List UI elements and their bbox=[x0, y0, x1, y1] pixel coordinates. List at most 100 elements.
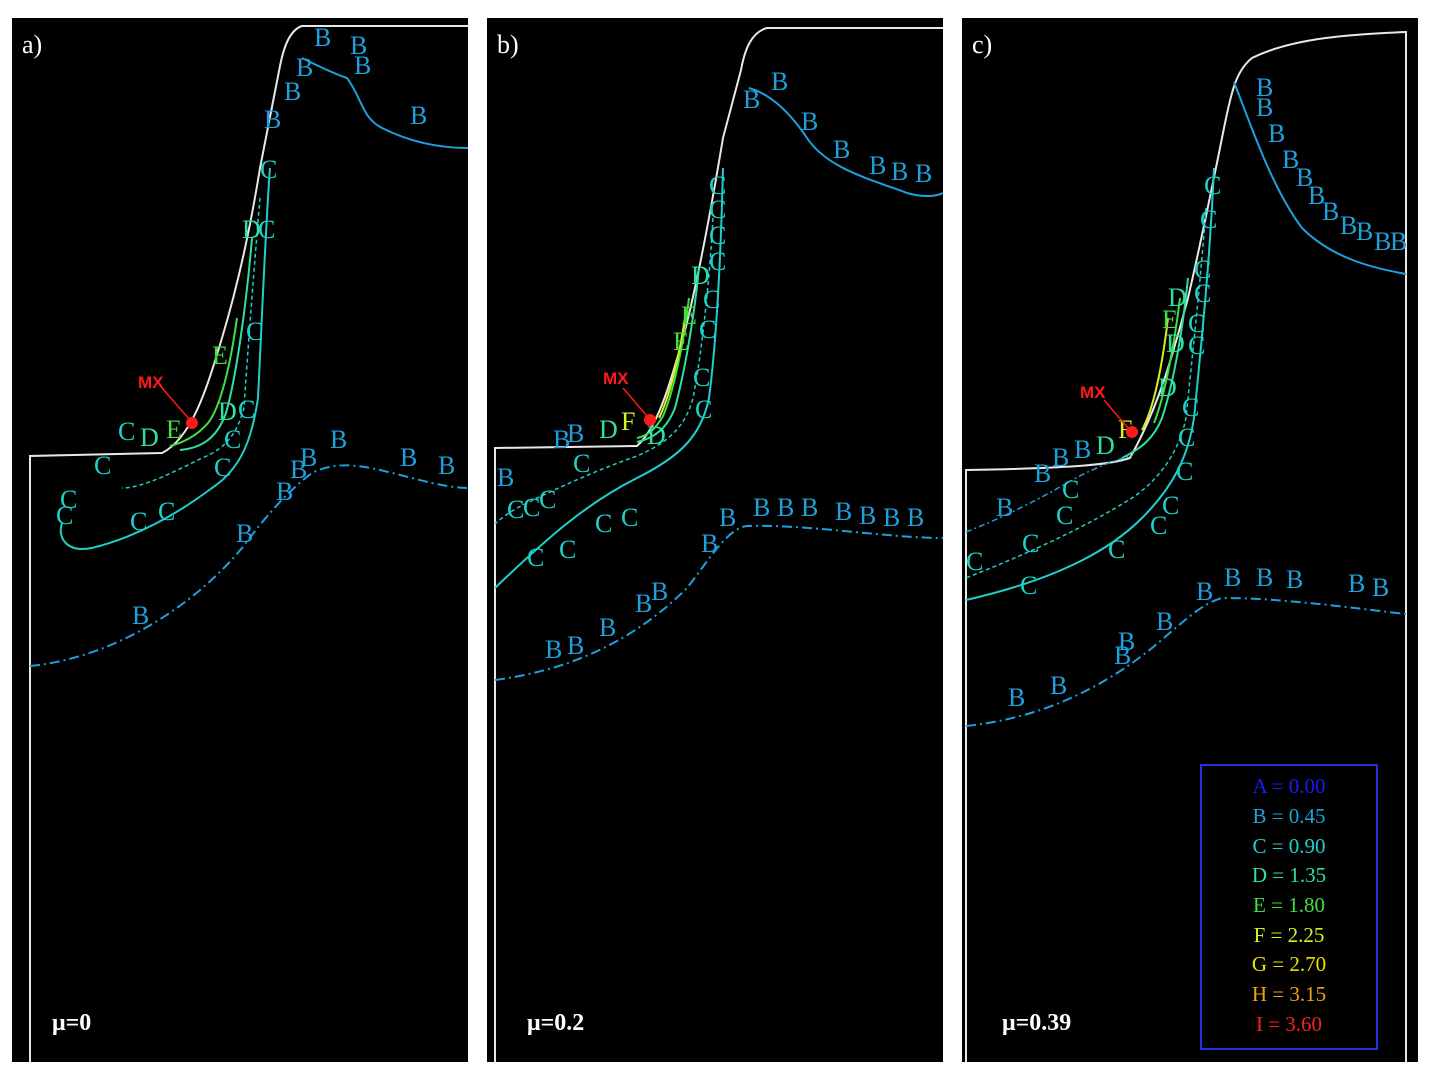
contour-line-b-top bbox=[301, 57, 468, 149]
contour-label-c: C bbox=[527, 543, 544, 572]
max-marker-leader bbox=[1103, 399, 1129, 429]
max-marker-label: MX bbox=[603, 369, 629, 388]
panel-label: b) bbox=[497, 30, 519, 59]
contour-label-c: C bbox=[539, 485, 556, 514]
contour-label-b: B bbox=[777, 493, 794, 522]
panel-label: c) bbox=[972, 30, 993, 59]
contour-label-b: B bbox=[236, 519, 253, 548]
panel-label: a) bbox=[22, 30, 43, 59]
contour-label-b: B bbox=[1340, 211, 1357, 240]
contour-label-c: C bbox=[1162, 491, 1179, 520]
contour-label-b: B bbox=[1322, 197, 1339, 226]
contour-label-b: B bbox=[1118, 627, 1135, 656]
legend-entry-h: H = 3.15 bbox=[1251, 982, 1327, 1006]
panel-a: B B B B B B B C D C C E D C C D E C C C … bbox=[12, 18, 468, 1062]
contour-label-e: E bbox=[166, 415, 182, 444]
contour-label-c: C bbox=[695, 395, 712, 424]
contour-label-b: B bbox=[438, 451, 455, 480]
contour-label-b: B bbox=[1196, 577, 1213, 606]
contour-label-b: B bbox=[1256, 93, 1273, 122]
contour-label-b: B bbox=[1372, 573, 1389, 602]
contour-label-c: C bbox=[595, 509, 612, 538]
contour-label-e: E bbox=[681, 301, 697, 330]
panel-b: B B B B B B B C C C C D C E C E C C B B … bbox=[487, 18, 943, 1062]
contour-label-c: C bbox=[1150, 511, 1167, 540]
contour-line-d bbox=[1121, 277, 1189, 459]
max-marker-dot bbox=[1126, 426, 1138, 438]
contour-label-b: B bbox=[801, 107, 818, 136]
contour-label-b: B bbox=[497, 463, 514, 492]
max-marker-dot bbox=[644, 414, 656, 426]
contour-label-c: C bbox=[1176, 457, 1193, 486]
contour-label-b: B bbox=[1348, 569, 1365, 598]
contour-label-b: B bbox=[1286, 565, 1303, 594]
contour-line-b-top bbox=[1233, 81, 1407, 275]
contour-label-b: B bbox=[276, 477, 293, 506]
friction-coefficient-label: μ=0 bbox=[52, 1010, 92, 1036]
contour-label-b: B bbox=[1156, 607, 1173, 636]
contour-label-d: D bbox=[140, 423, 159, 452]
contour-label-c: C bbox=[1194, 279, 1211, 308]
contour-label-b: B bbox=[651, 577, 668, 606]
contour-label-c: C bbox=[507, 495, 524, 524]
contour-label-b: B bbox=[1296, 163, 1313, 192]
contour-label-d: D bbox=[242, 215, 261, 244]
contour-label-b: B bbox=[1268, 119, 1285, 148]
contour-label-b: B bbox=[354, 51, 371, 80]
contour-label-b: B bbox=[553, 425, 570, 454]
contour-label-c: C bbox=[703, 285, 720, 314]
contour-label-b: B bbox=[314, 23, 331, 52]
contour-label-d: D bbox=[691, 261, 710, 290]
contour-label-b: B bbox=[1114, 641, 1131, 670]
contour-label-d: D bbox=[1158, 373, 1177, 402]
contour-label-b: B bbox=[635, 589, 652, 618]
contour-label-c: C bbox=[1200, 205, 1217, 234]
contour-label-c: C bbox=[258, 215, 275, 244]
contour-label-d: D bbox=[1168, 283, 1187, 312]
max-marker-label: MX bbox=[138, 373, 164, 392]
contour-label-b: B bbox=[835, 497, 852, 526]
contour-line-b-mid bbox=[29, 464, 468, 667]
contour-label-c: C bbox=[246, 317, 263, 346]
contour-label-c: C bbox=[1022, 529, 1039, 558]
contour-label-b: B bbox=[801, 493, 818, 522]
contour-label-b: B bbox=[284, 77, 301, 106]
contour-line-c bbox=[494, 167, 724, 589]
contour-label-b: B bbox=[1374, 227, 1391, 256]
contour-label-b: B bbox=[891, 157, 908, 186]
contour-label-b: B bbox=[330, 425, 347, 454]
contour-label-e: E bbox=[673, 327, 689, 356]
contour-label-c: C bbox=[621, 503, 638, 532]
contour-label-d: D bbox=[1166, 329, 1185, 358]
contour-line-b-top bbox=[748, 87, 943, 197]
contour-line-b-mid bbox=[965, 596, 1407, 727]
contour-line-e bbox=[636, 297, 690, 439]
contour-label-b: B bbox=[1008, 683, 1025, 712]
contour-label-d: D bbox=[647, 421, 666, 450]
contour-label-b: B bbox=[300, 443, 317, 472]
friction-coefficient-label: μ=0.39 bbox=[1002, 1010, 1072, 1036]
contour-label-c: C bbox=[130, 507, 147, 536]
contour-label-c: C bbox=[559, 535, 576, 564]
friction-coefficient-label: μ=0.2 bbox=[527, 1010, 585, 1036]
legend-entry-d: D = 1.35 bbox=[1251, 863, 1327, 887]
contour-label-b: B bbox=[869, 151, 886, 180]
contour-label-c: C bbox=[709, 221, 726, 250]
legend-entry-i: I = 3.60 bbox=[1255, 1012, 1323, 1036]
contour-label-b: B bbox=[567, 631, 584, 660]
contour-label-c: C bbox=[709, 171, 726, 200]
contour-label-c: C bbox=[573, 449, 590, 478]
contour-line-e bbox=[1153, 297, 1181, 424]
contour-line-f bbox=[658, 317, 686, 419]
contour-label-d: D bbox=[218, 397, 237, 426]
contour-label-b: B bbox=[771, 67, 788, 96]
contour-label-b: B bbox=[567, 419, 584, 448]
contour-label-b: B bbox=[1074, 435, 1091, 464]
contour-label-c: C bbox=[1062, 475, 1079, 504]
max-marker-leader bbox=[161, 387, 191, 421]
contour-label-b: B bbox=[1282, 145, 1299, 174]
contour-label-c: C bbox=[56, 501, 73, 530]
contour-label-e: E bbox=[1162, 305, 1178, 334]
contour-line-d bbox=[636, 267, 700, 443]
contour-legend: A = 0.00 B = 0.45 C = 0.90 D = 1.35 E = … bbox=[1200, 764, 1378, 1050]
